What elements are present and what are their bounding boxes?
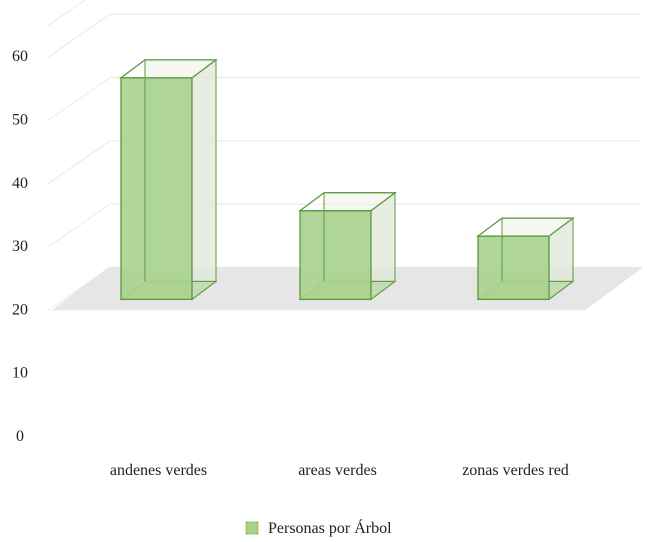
legend: Personas por Árbol — [245, 518, 392, 537]
y-tick-label: 50 — [12, 112, 28, 129]
y-axis-ticks: 0 10 20 30 40 50 60 — [12, 48, 28, 445]
y-tick-label: 0 — [16, 428, 24, 445]
y-tick-label: 10 — [12, 365, 28, 382]
grid-diagonal — [47, 203, 111, 248]
grid-diagonal — [47, 0, 86, 26]
bars — [119, 58, 575, 301]
y-tick-label: 60 — [12, 48, 28, 65]
y-tick-label: 40 — [12, 175, 28, 192]
bar — [476, 217, 575, 301]
legend-label: Personas por Árbol — [268, 518, 392, 537]
grid-diagonal — [47, 140, 111, 185]
y-tick-label: 30 — [12, 238, 28, 255]
grid-diagonal — [47, 13, 111, 58]
x-axis-categories: andenes verdes areas verdes zonas verdes r… — [110, 462, 569, 479]
y-tick-label: 20 — [12, 301, 28, 318]
bar — [119, 58, 218, 301]
x-category-label: andenes verdes — [110, 462, 207, 479]
grid-diagonal — [47, 77, 111, 121]
x-category-label: areas verdes — [298, 462, 377, 479]
x-category-label: zonas verdes red — [462, 462, 569, 479]
legend-swatch — [245, 521, 259, 535]
bar — [298, 191, 397, 301]
